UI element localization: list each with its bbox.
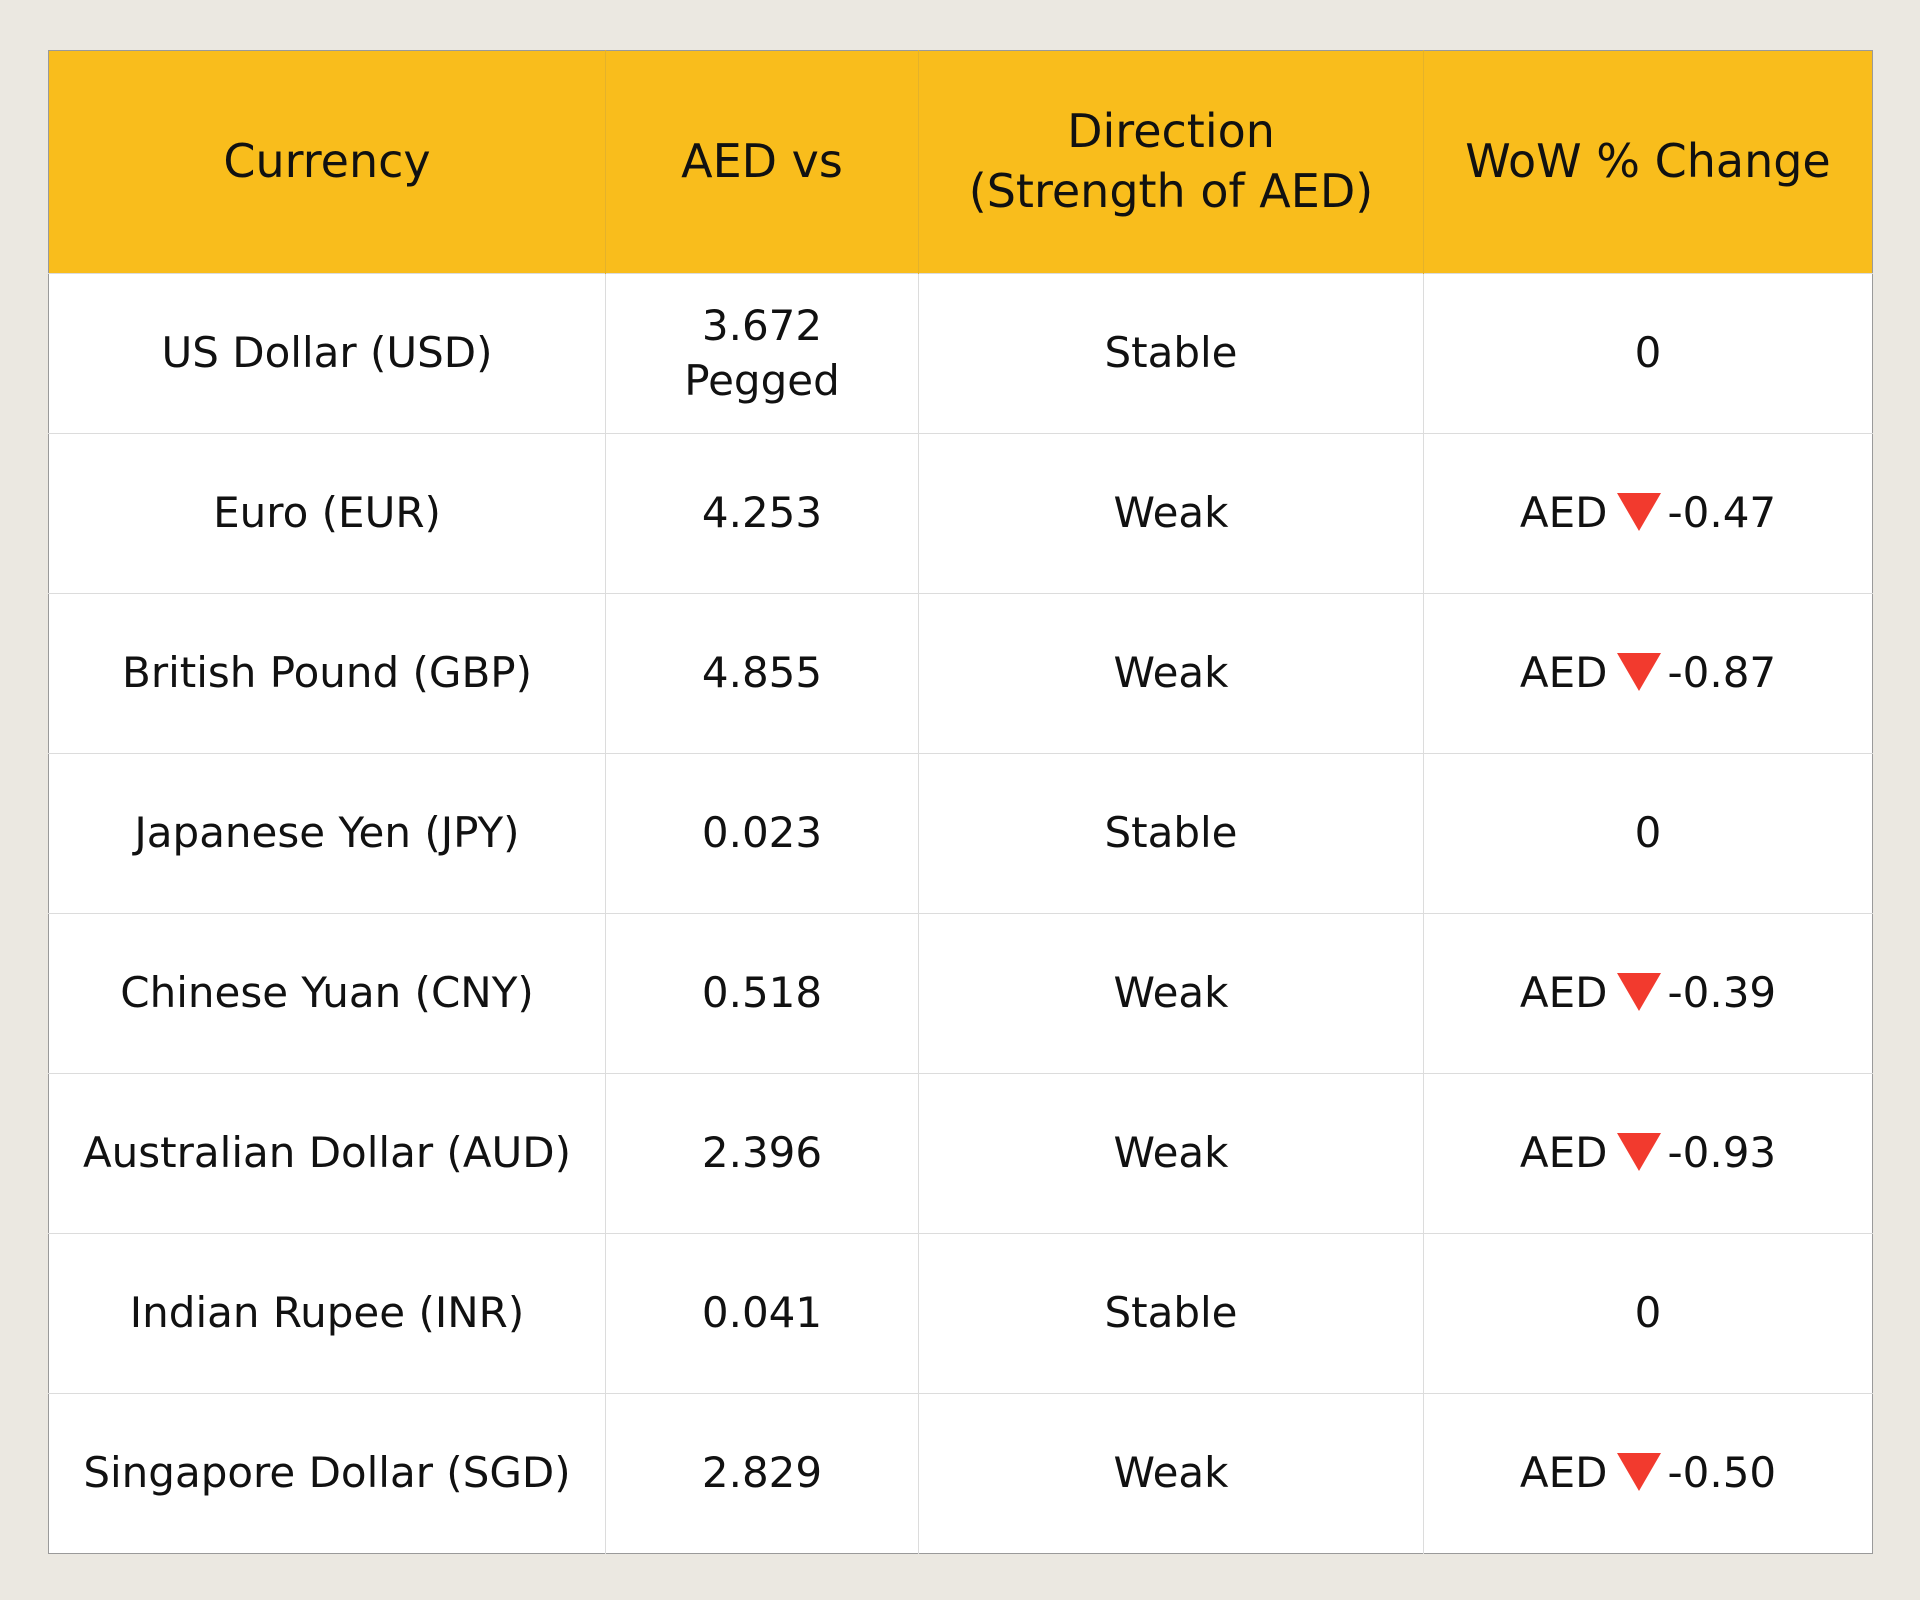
cell-change: AED -0.50 <box>1423 1393 1873 1554</box>
cell-direction: Stable <box>918 753 1424 914</box>
cell-currency: Australian Dollar (AUD) <box>48 1073 606 1234</box>
rate-value: 4.855 <box>701 648 823 698</box>
down-triangle-icon <box>1617 493 1662 532</box>
table-row: Singapore Dollar (SGD) 2.829 Weak AED -0.50 <box>48 1393 1873 1554</box>
cell-change: 0 <box>1423 273 1873 434</box>
rate-value: 2.829 <box>701 1448 823 1498</box>
cell-change: AED -0.93 <box>1423 1073 1873 1234</box>
change-value: 0 <box>1634 1288 1662 1338</box>
cell-direction: Weak <box>918 593 1424 754</box>
cell-rate: 2.396 <box>605 1073 919 1234</box>
table-row: Indian Rupee (INR) 0.041 Stable 0 <box>48 1233 1873 1394</box>
cell-direction: Weak <box>918 913 1424 1074</box>
table-row: US Dollar (USD) 3.672 Pegged Stable 0 <box>48 273 1873 434</box>
down-triangle-icon <box>1617 973 1662 1012</box>
rate-value: 0.518 <box>701 968 823 1018</box>
header-direction: Direction (Strength of AED) <box>918 50 1424 274</box>
cell-rate: 4.855 <box>605 593 919 754</box>
cell-direction: Stable <box>918 273 1424 434</box>
header-aed-vs: AED vs <box>605 50 919 274</box>
down-triangle-icon <box>1617 653 1662 692</box>
cell-rate: 3.672 Pegged <box>605 273 919 434</box>
header-direction-line2: (Strength of AED) <box>968 164 1374 218</box>
table-row: Chinese Yuan (CNY) 0.518 Weak AED -0.39 <box>48 913 1873 1074</box>
change-prefix: AED <box>1519 648 1608 698</box>
change-prefix: AED <box>1519 968 1608 1018</box>
rate-value: 2.396 <box>701 1128 823 1178</box>
table-row: Japanese Yen (JPY) 0.023 Stable 0 <box>48 753 1873 914</box>
cell-direction: Weak <box>918 1073 1424 1234</box>
cell-currency: US Dollar (USD) <box>48 273 606 434</box>
cell-currency: Euro (EUR) <box>48 433 606 594</box>
change-value: -0.47 <box>1667 488 1777 538</box>
table-row: Euro (EUR) 4.253 Weak AED -0.47 <box>48 433 1873 594</box>
currency-table: Currency AED vs Direction (Strength of A… <box>48 50 1873 1554</box>
down-triangle-icon <box>1617 1133 1662 1172</box>
change-value: 0 <box>1634 328 1662 378</box>
cell-rate: 2.829 <box>605 1393 919 1554</box>
change-value: 0 <box>1634 808 1662 858</box>
change-value: -0.50 <box>1667 1448 1777 1498</box>
rate-value: 0.023 <box>701 808 823 858</box>
cell-currency: Chinese Yuan (CNY) <box>48 913 606 1074</box>
table-row: Australian Dollar (AUD) 2.396 Weak AED -0.93 <box>48 1073 1873 1234</box>
rate-note: Pegged <box>684 355 840 405</box>
cell-change: AED -0.39 <box>1423 913 1873 1074</box>
cell-direction: Stable <box>918 1233 1424 1394</box>
down-triangle-icon <box>1617 1453 1662 1492</box>
change-value: -0.87 <box>1667 648 1777 698</box>
rate-value: 4.253 <box>701 488 823 538</box>
cell-direction: Weak <box>918 1393 1424 1554</box>
cell-currency: Singapore Dollar (SGD) <box>48 1393 606 1554</box>
change-prefix: AED <box>1519 1128 1608 1178</box>
cell-currency: British Pound (GBP) <box>48 593 606 754</box>
rate-value: 0.041 <box>701 1288 823 1338</box>
cell-change: AED -0.87 <box>1423 593 1873 754</box>
table-row: British Pound (GBP) 4.855 Weak AED -0.87 <box>48 593 1873 754</box>
cell-rate: 0.041 <box>605 1233 919 1394</box>
header-wow-change: WoW % Change <box>1423 50 1873 274</box>
cell-direction: Weak <box>918 433 1424 594</box>
cell-change: AED -0.47 <box>1423 433 1873 594</box>
cell-rate: 4.253 <box>605 433 919 594</box>
cell-change: 0 <box>1423 753 1873 914</box>
cell-rate: 0.518 <box>605 913 919 1074</box>
change-value: -0.39 <box>1667 968 1777 1018</box>
header-row: Currency AED vs Direction (Strength of A… <box>48 50 1873 274</box>
change-prefix: AED <box>1519 1448 1608 1498</box>
cell-currency: Japanese Yen (JPY) <box>48 753 606 914</box>
cell-change: 0 <box>1423 1233 1873 1394</box>
cell-currency: Indian Rupee (INR) <box>48 1233 606 1394</box>
header-currency: Currency <box>48 50 606 274</box>
rate-value: 3.672 <box>701 300 823 350</box>
change-prefix: AED <box>1519 488 1608 538</box>
header-direction-line1: Direction <box>1067 104 1275 159</box>
cell-rate: 0.023 <box>605 753 919 914</box>
change-value: -0.93 <box>1667 1128 1777 1178</box>
